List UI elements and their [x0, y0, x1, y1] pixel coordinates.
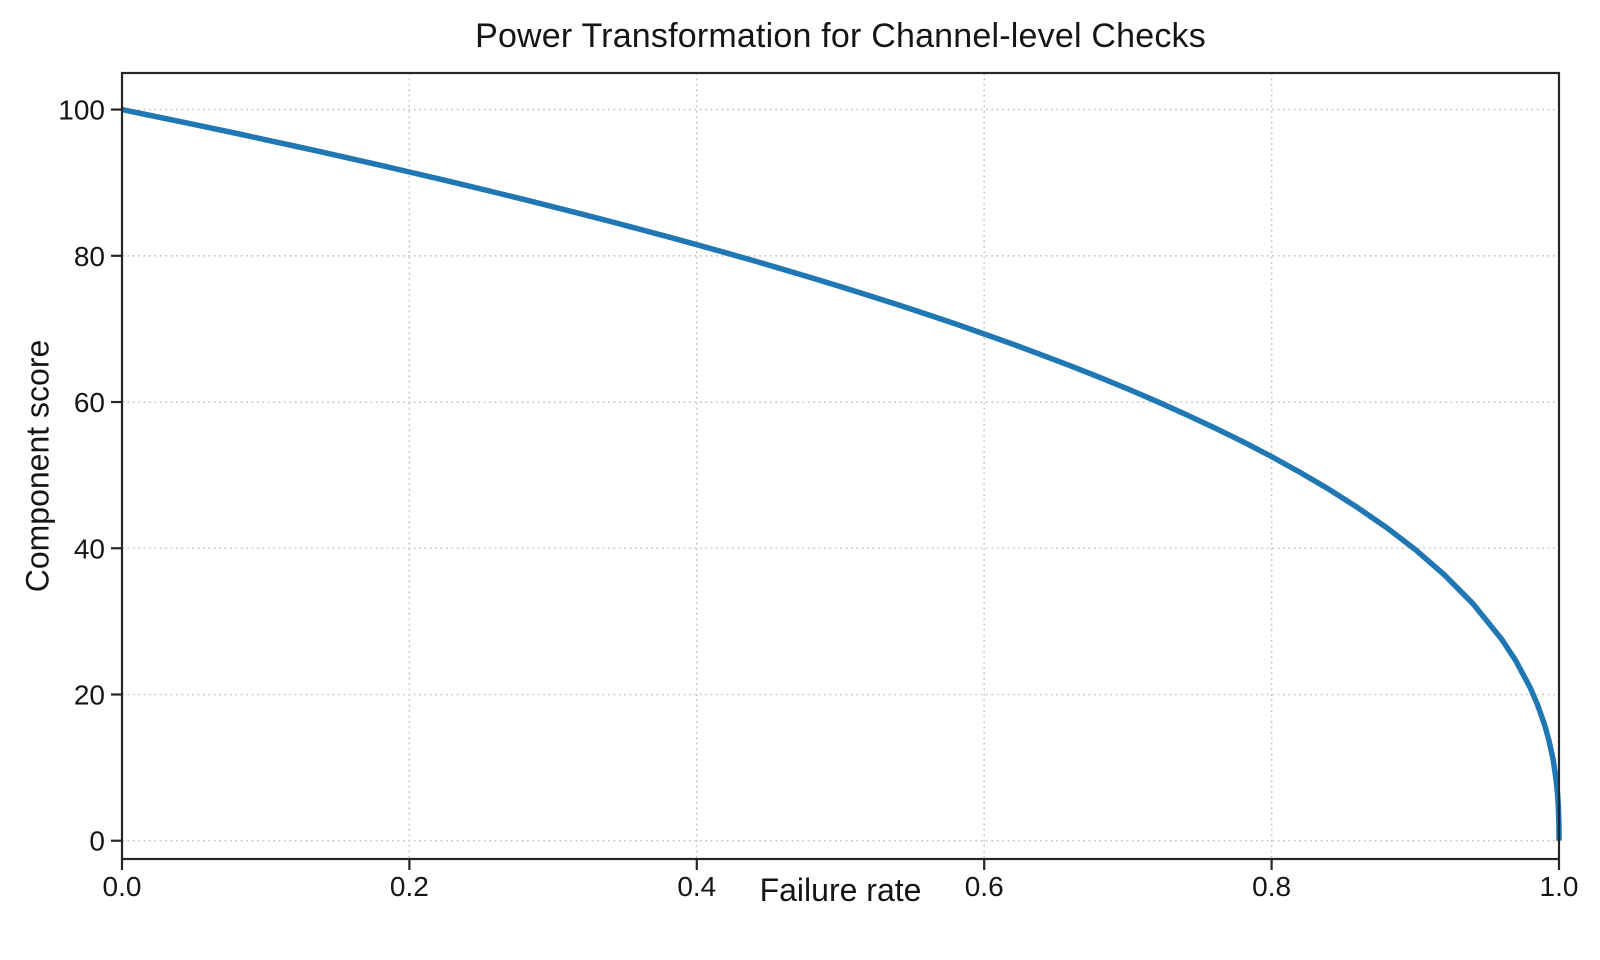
x-tick-label-0.0: 0.0 [103, 871, 142, 902]
y-axis-label: Component score [19, 339, 56, 593]
chart-title: Power Transformation for Channel-level C… [475, 17, 1206, 55]
x-tick-label-0.8: 0.8 [1252, 871, 1291, 902]
x-tick-label-0.6: 0.6 [965, 871, 1004, 902]
y-tick-label-60: 60 [74, 387, 105, 418]
x-tick-label-0.2: 0.2 [390, 871, 429, 902]
y-tick-label-100: 100 [58, 95, 105, 126]
y-tick-label-0: 0 [89, 826, 105, 857]
x-tick-label-1.0: 1.0 [1540, 871, 1579, 902]
x-axis-label: Failure rate [759, 872, 922, 908]
x-tick-label-0.4: 0.4 [677, 871, 716, 902]
curve-line [121, 106, 1562, 841]
y-tick-label-20: 20 [74, 679, 105, 710]
y-tick-label-80: 80 [74, 241, 105, 272]
y-tick-label-40: 40 [74, 533, 105, 564]
axes-box [120, 71, 1561, 861]
